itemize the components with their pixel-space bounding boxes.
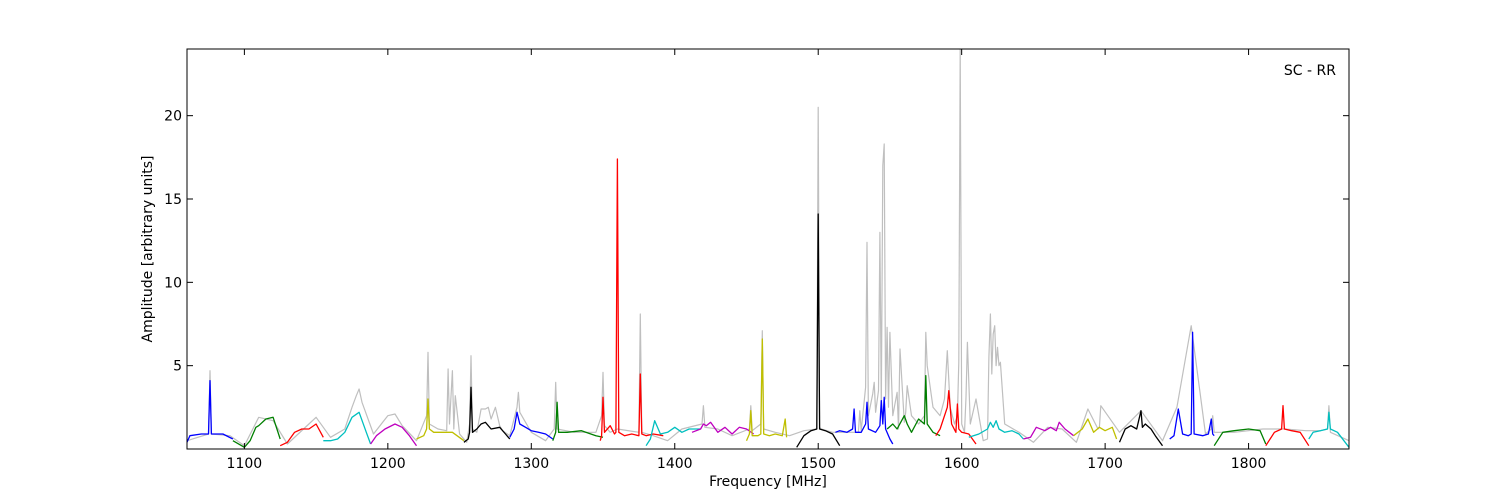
ticks-layer: 1100 1200 1300 1400 1500 1600 1700 1800 5 10 15 20 bbox=[164, 49, 1349, 472]
series-line-14 bbox=[796, 213, 841, 448]
x-tick-label: 1800 bbox=[1231, 456, 1267, 472]
series-line-1 bbox=[187, 380, 234, 443]
plot-frame bbox=[186, 48, 1350, 450]
series-line-22 bbox=[1169, 331, 1215, 440]
y-axis-label: Amplitude [arbitrary units] bbox=[140, 156, 156, 343]
x-axis-label: Frequency [MHz] bbox=[709, 474, 827, 490]
series-line-15 bbox=[835, 396, 894, 445]
x-tick-label: 1400 bbox=[657, 456, 693, 472]
data-layer bbox=[187, 49, 1349, 448]
x-tick-label: 1300 bbox=[513, 456, 549, 472]
series-line-20 bbox=[1073, 418, 1118, 440]
series-line-19 bbox=[1023, 421, 1074, 440]
x-tick-label: 1500 bbox=[800, 456, 836, 472]
series-line-5 bbox=[370, 423, 418, 447]
series-line-10 bbox=[599, 158, 664, 441]
series-line-3 bbox=[279, 423, 324, 447]
series-line-16 bbox=[886, 375, 941, 437]
series-line-4 bbox=[323, 411, 372, 445]
panel-annotation: SC - RR bbox=[1284, 63, 1336, 79]
series-line-8 bbox=[509, 411, 554, 440]
x-tick-label: 1600 bbox=[944, 456, 980, 472]
x-tick-label: 1100 bbox=[227, 456, 263, 472]
y-tick-label: 10 bbox=[164, 275, 182, 291]
x-tick-label: 1700 bbox=[1087, 456, 1123, 472]
series-line-17 bbox=[935, 390, 977, 445]
series-line-6 bbox=[416, 398, 465, 442]
series-line-12 bbox=[691, 421, 755, 435]
series-line-18 bbox=[968, 420, 1024, 440]
series-line-13 bbox=[745, 338, 788, 441]
x-tick-label: 1200 bbox=[370, 456, 406, 472]
background-series-line bbox=[187, 49, 1349, 447]
plot-area bbox=[187, 49, 1349, 449]
series-line-24 bbox=[1265, 405, 1310, 447]
series-line-25 bbox=[1308, 411, 1349, 448]
y-tick-label: 20 bbox=[164, 109, 182, 125]
series-line-23 bbox=[1213, 428, 1267, 447]
series-line-9 bbox=[552, 401, 604, 441]
series-line-11 bbox=[645, 420, 701, 447]
series-line-7 bbox=[463, 386, 511, 443]
series-line-21 bbox=[1118, 410, 1164, 447]
y-tick-label: 15 bbox=[164, 192, 182, 208]
y-tick-label: 5 bbox=[173, 359, 182, 375]
series-line-2 bbox=[232, 416, 281, 448]
